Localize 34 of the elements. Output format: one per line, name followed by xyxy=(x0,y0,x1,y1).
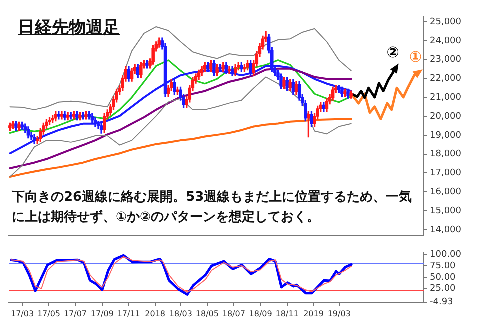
y-tick-label: 20,000 xyxy=(430,112,462,122)
y-tick-label: 50.00 xyxy=(430,272,456,283)
x-tick-label: 17/09 xyxy=(90,309,114,318)
series-label: ① xyxy=(409,48,422,66)
x-tick-label: 18/07 xyxy=(222,309,246,318)
y-tick-label: 22,000 xyxy=(430,74,462,84)
x-tick-label: 17/03 xyxy=(10,309,34,318)
y-tick-label: 18,000 xyxy=(430,150,462,160)
y-tick-label: 16,000 xyxy=(430,187,462,198)
chart-title: 日経先物週足 xyxy=(18,17,120,39)
x-tick-label: 17/11 xyxy=(117,309,140,318)
x-tick-label: 2019 xyxy=(304,309,324,318)
y-tick-label: 25.00 xyxy=(430,284,456,294)
x-tick-label: 18/11 xyxy=(276,309,299,318)
y-tick-label: 24,000 xyxy=(430,36,462,46)
annotation: 下向きの26週線に絡む展開。53週線もまだ上に位置するため、一気に上は期待せず、①か②のパターンを想定しておく。 xyxy=(12,189,414,227)
x-tick-label: 17/07 xyxy=(64,309,88,318)
y-tick-label: 17,000 xyxy=(430,168,462,179)
y-tick-label: 21,000 xyxy=(430,93,462,103)
x-tick-label: 2018 xyxy=(145,309,166,318)
y-tick-label: 14,000 xyxy=(430,225,462,236)
x-tick-label: 17/05 xyxy=(37,309,61,318)
series-label: ② xyxy=(386,43,400,62)
y-tick-label: -4.93 xyxy=(430,298,454,308)
y-tick-label: 19,000 xyxy=(430,130,462,141)
x-tick-label: 18/03 xyxy=(169,309,192,318)
y-tick-label: 23,000 xyxy=(430,55,462,66)
x-tick-label: 19/03 xyxy=(328,309,351,318)
y-tick-label: 100.00 xyxy=(430,250,462,260)
y-tick-label: 15,000 xyxy=(430,206,462,216)
y-tick-label: 25,000 xyxy=(430,17,462,28)
x-tick-label: 18/09 xyxy=(249,309,272,318)
y-tick-label: 75.00 xyxy=(430,261,456,272)
x-tick-label: 18/05 xyxy=(196,309,219,318)
